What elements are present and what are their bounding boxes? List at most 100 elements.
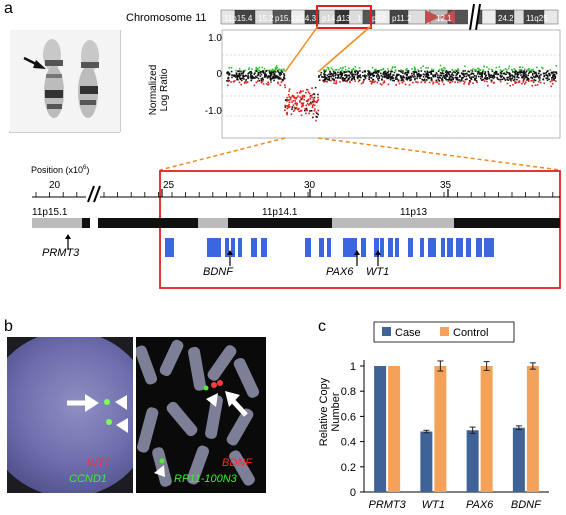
scatter-point bbox=[368, 69, 370, 72]
scatter-point bbox=[445, 75, 448, 78]
scatter-point bbox=[293, 109, 296, 111]
scatter-point bbox=[526, 79, 528, 81]
scatter-point bbox=[450, 79, 453, 81]
scatter-point bbox=[370, 73, 372, 76]
scatter-point bbox=[495, 71, 498, 73]
scatter-point bbox=[530, 71, 532, 73]
scatter-point bbox=[324, 70, 327, 73]
scatter-point bbox=[306, 100, 309, 103]
scatter-point bbox=[303, 98, 305, 101]
scatter-point bbox=[387, 83, 390, 86]
scatter-point bbox=[503, 72, 505, 74]
scatter-point bbox=[276, 67, 279, 69]
scatter-point bbox=[254, 77, 256, 79]
scatter-point bbox=[533, 76, 535, 78]
scatter-point bbox=[451, 69, 454, 71]
scatter-point bbox=[256, 68, 259, 70]
scatter-point bbox=[424, 73, 426, 76]
scatter-point bbox=[400, 79, 403, 82]
scatter-point bbox=[323, 69, 325, 71]
scatter-point bbox=[385, 75, 388, 77]
gene-block bbox=[225, 238, 229, 257]
scatter-point bbox=[255, 75, 257, 78]
scatter-point bbox=[272, 76, 275, 79]
scatter-point bbox=[333, 72, 335, 74]
scatter-point bbox=[465, 75, 468, 78]
scatter-point bbox=[547, 74, 549, 77]
scatter-point bbox=[357, 75, 360, 77]
scatter-point bbox=[288, 106, 290, 109]
scatter-point bbox=[550, 85, 552, 88]
arrow-icon bbox=[67, 394, 99, 412]
scatter-point bbox=[351, 74, 354, 77]
scatter-point bbox=[307, 91, 310, 93]
gene-block bbox=[388, 238, 393, 257]
scatter-point bbox=[257, 69, 259, 71]
scatter-point bbox=[323, 75, 326, 77]
scatter-point bbox=[262, 83, 265, 85]
scatter-point bbox=[351, 75, 353, 78]
scatter-point bbox=[525, 70, 528, 72]
scatter-point bbox=[377, 71, 380, 73]
ideogram-band-label: 12.1 bbox=[436, 14, 452, 23]
scatter-point bbox=[344, 68, 347, 71]
scatter-point bbox=[265, 70, 268, 72]
gene-block bbox=[216, 238, 221, 257]
scatter-point bbox=[279, 84, 281, 86]
scatter-point bbox=[268, 69, 271, 72]
scatter-point bbox=[281, 79, 284, 81]
scatter-point bbox=[474, 77, 476, 80]
scatter-point bbox=[336, 74, 339, 76]
scatter-point bbox=[517, 71, 520, 74]
scatter-point bbox=[428, 76, 431, 79]
scatter-point bbox=[478, 72, 480, 74]
scatter-point bbox=[284, 86, 286, 89]
scatter-point bbox=[293, 96, 295, 99]
scatter-point bbox=[498, 66, 501, 68]
gene-block bbox=[395, 238, 399, 257]
scatter-point bbox=[257, 74, 260, 76]
scatter-point bbox=[511, 68, 513, 71]
bar-case bbox=[374, 366, 387, 492]
scatter-point bbox=[251, 68, 253, 70]
scatter-point bbox=[234, 80, 236, 82]
scatter-point bbox=[280, 73, 283, 76]
scatter-point bbox=[439, 64, 442, 67]
bar-control bbox=[434, 366, 447, 492]
gene-block bbox=[251, 238, 257, 257]
scatter-point bbox=[261, 77, 263, 80]
scatter-point bbox=[247, 74, 249, 77]
scatter-point bbox=[395, 70, 397, 72]
scatter-point bbox=[460, 79, 463, 81]
scatter-point bbox=[259, 71, 262, 73]
scatter-point bbox=[254, 72, 256, 74]
axis-break-mark bbox=[93, 185, 101, 203]
scatter-point bbox=[368, 78, 370, 80]
scatter-point bbox=[299, 100, 301, 102]
scatter-point bbox=[493, 76, 496, 78]
scatter-point bbox=[344, 80, 347, 82]
scatter-point bbox=[269, 76, 272, 79]
scatter-point bbox=[345, 74, 348, 77]
fish-left-markers bbox=[67, 394, 128, 433]
scatter-point bbox=[274, 66, 277, 69]
log-ratio-scatter bbox=[221, 29, 561, 139]
scatter-point bbox=[240, 83, 242, 86]
gene-pointer-arrowhead bbox=[375, 250, 381, 255]
scatter-point bbox=[317, 109, 319, 112]
scatter-point bbox=[426, 75, 429, 78]
scatter-point bbox=[541, 66, 543, 69]
scatter-point bbox=[496, 73, 499, 76]
scatter-point bbox=[387, 72, 389, 74]
scatter-point bbox=[309, 98, 312, 100]
scatter-point bbox=[455, 74, 457, 77]
scatter-point bbox=[526, 76, 528, 79]
gene-block bbox=[466, 238, 471, 257]
scatter-point bbox=[452, 78, 454, 81]
position-tick: 35 bbox=[440, 180, 452, 191]
scatter-point bbox=[408, 84, 411, 86]
scatter-point bbox=[372, 72, 375, 74]
scatter-point bbox=[476, 73, 479, 75]
scatter-point bbox=[469, 77, 472, 80]
chromosome-band-bar bbox=[228, 218, 332, 228]
